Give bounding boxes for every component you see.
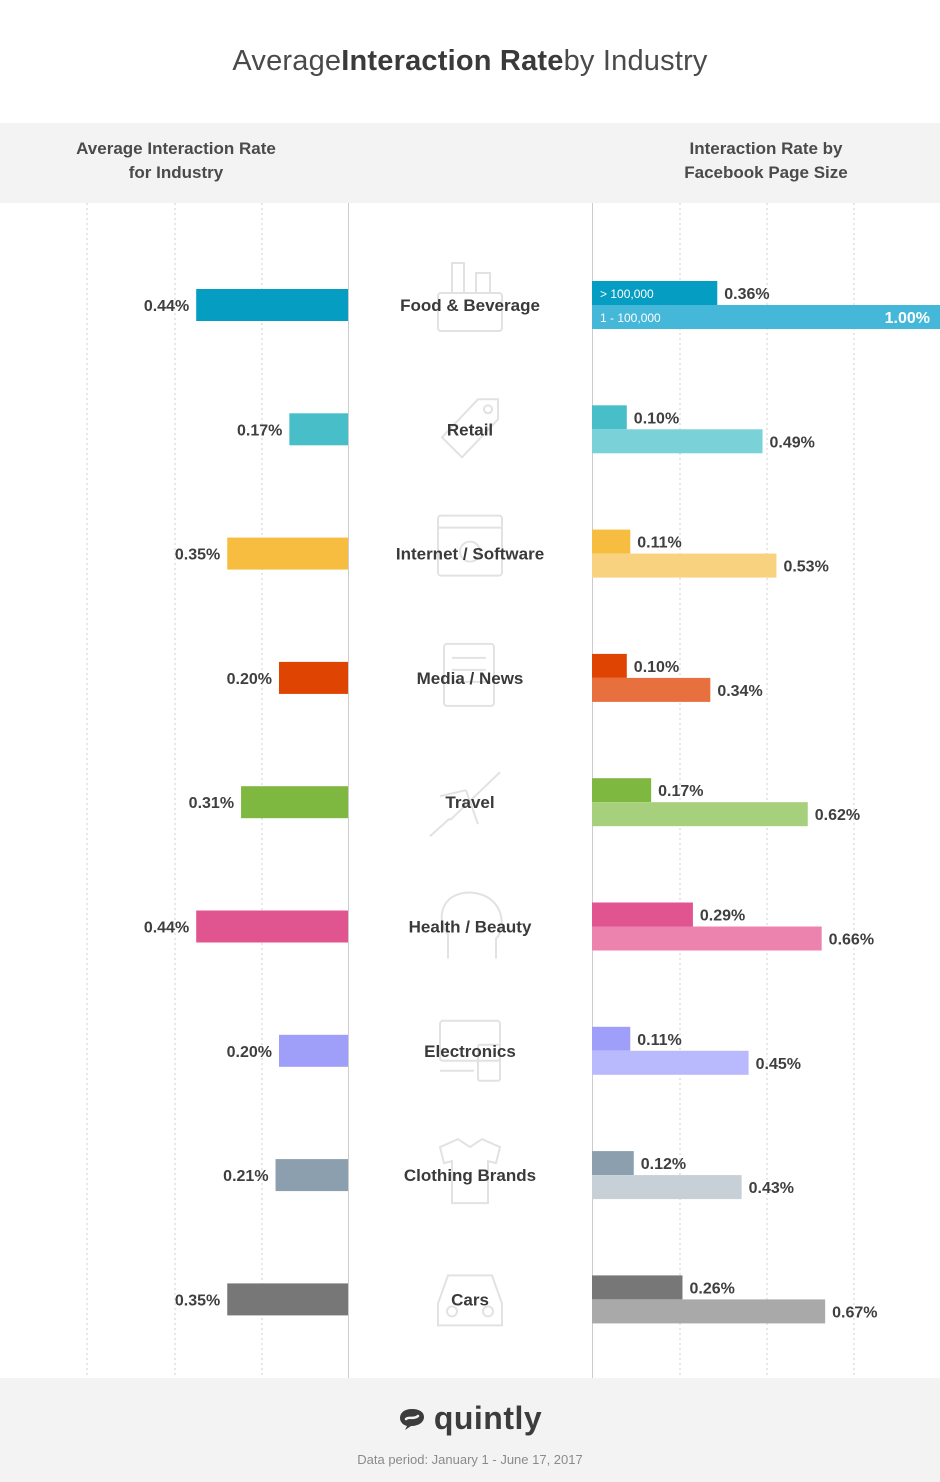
small-page-label: 0.53%	[783, 559, 828, 576]
category-label: Clothing Brands	[404, 1166, 536, 1185]
large-page-bar	[592, 778, 652, 803]
industry-average-bar	[196, 289, 348, 321]
small-page-label: 0.67%	[832, 1304, 877, 1321]
small-page-bar	[592, 802, 808, 827]
industry-average-label: 0.20%	[227, 1044, 272, 1061]
footer: quintly Data period: January 1 - June 17…	[0, 1378, 940, 1482]
legend-large-pages: > 100,000	[600, 287, 654, 301]
industry-average-bar	[241, 786, 348, 819]
category-label: Retail	[447, 420, 493, 439]
large-page-label: 0.11%	[637, 1032, 681, 1049]
large-page-label: 0.36%	[724, 286, 769, 303]
category-label: Cars	[451, 1290, 489, 1309]
industry-average-bar	[227, 1283, 348, 1316]
small-page-label: 0.62%	[815, 807, 860, 824]
large-page-bar	[592, 405, 627, 430]
industry-average-label: 0.44%	[144, 920, 189, 937]
category-label: Health / Beauty	[409, 918, 532, 937]
industry-average-bar	[196, 910, 348, 943]
industry-average-bar	[227, 537, 348, 570]
large-page-label: 0.26%	[689, 1280, 734, 1297]
title-prefix: Average	[232, 45, 342, 77]
column-header-band: Average Interaction Rate for Industry In…	[0, 123, 940, 203]
small-page-bar	[592, 1175, 742, 1200]
quintly-logo-icon	[399, 1408, 424, 1430]
category-label: Food & Beverage	[400, 296, 540, 315]
large-page-label: 0.29%	[700, 908, 745, 925]
left-header-line1: Average Interaction Rate	[76, 139, 276, 158]
small-page-bar	[592, 677, 711, 702]
software-window-icon	[437, 514, 503, 577]
category-label: Travel	[445, 793, 494, 812]
small-page-label: 0.34%	[717, 683, 762, 700]
large-page-label: 0.10%	[634, 410, 679, 427]
title-bold: Interaction Rate	[341, 45, 564, 77]
left-header-line2: for Industry	[128, 163, 224, 182]
large-page-bar	[592, 653, 627, 678]
food-beverage-icon	[437, 262, 503, 332]
industry-average-bar	[279, 661, 348, 694]
industry-average-bar	[289, 413, 348, 446]
industry-average-label: 0.31%	[189, 795, 234, 812]
chart-title: Average Interaction Rate by Industry	[0, 0, 940, 123]
category-label: Electronics	[424, 1042, 516, 1061]
industry-average-label: 0.17%	[237, 422, 282, 439]
title-suffix: by Industry	[563, 45, 708, 77]
small-page-bar	[592, 926, 822, 951]
industry-average-label: 0.35%	[175, 547, 220, 564]
large-page-bar	[592, 902, 693, 927]
small-page-bar	[592, 1299, 826, 1324]
industry-average-bar	[275, 1159, 348, 1192]
large-page-label: 0.12%	[641, 1156, 686, 1173]
large-page-bar	[592, 529, 631, 554]
small-page-label: 1.00%	[885, 310, 930, 327]
small-page-label: 0.66%	[829, 932, 874, 949]
legend-small-pages: 1 - 100,000	[600, 311, 661, 325]
brand-name: quintly	[433, 1400, 543, 1436]
small-page-label: 0.43%	[749, 1180, 794, 1197]
left-column-header: Average Interaction Rate for Industry	[40, 137, 312, 185]
small-page-label: 0.45%	[756, 1056, 801, 1073]
category-label: Internet / Software	[396, 545, 544, 564]
industry-average-label: 0.21%	[223, 1168, 268, 1185]
industry-average-label: 0.44%	[144, 298, 189, 315]
data-period: Data period: January 1 - June 17, 2017	[357, 1452, 583, 1467]
small-page-bar	[592, 553, 777, 578]
industry-average-bar	[279, 1034, 348, 1067]
newspaper-icon	[443, 642, 495, 707]
quintly-logo: quintly	[0, 1400, 940, 1437]
right-header-line2: Facebook Page Size	[684, 163, 848, 182]
large-page-label: 0.10%	[634, 659, 679, 676]
small-page-bar	[592, 429, 763, 454]
shirt-icon	[438, 1137, 502, 1205]
small-page-bar	[592, 1050, 749, 1075]
head-profile-icon	[440, 891, 503, 959]
devices-icon	[439, 1019, 501, 1082]
chart-area: Food & Beverage 0.44% 0.36% > 100,000 1 - 10…	[86, 203, 940, 1378]
large-page-label: 0.17%	[658, 783, 703, 800]
right-column-header: Interaction Rate by Facebook Page Size	[630, 137, 902, 185]
large-page-label: 0.11%	[637, 535, 681, 552]
right-header-line1: Interaction Rate by	[689, 139, 843, 158]
large-page-bar	[592, 1275, 683, 1300]
airplane-icon	[429, 771, 501, 837]
large-page-bar	[592, 1026, 631, 1051]
small-page-bar	[592, 305, 940, 329]
small-page-label: 0.49%	[770, 434, 815, 451]
industry-average-label: 0.20%	[227, 671, 272, 688]
large-page-bar	[592, 281, 718, 305]
retail-tag-icon	[440, 398, 499, 459]
industry-average-label: 0.35%	[175, 1292, 220, 1309]
category-label: Media / News	[417, 669, 524, 688]
large-page-bar	[592, 1151, 634, 1176]
car-icon	[437, 1274, 503, 1327]
